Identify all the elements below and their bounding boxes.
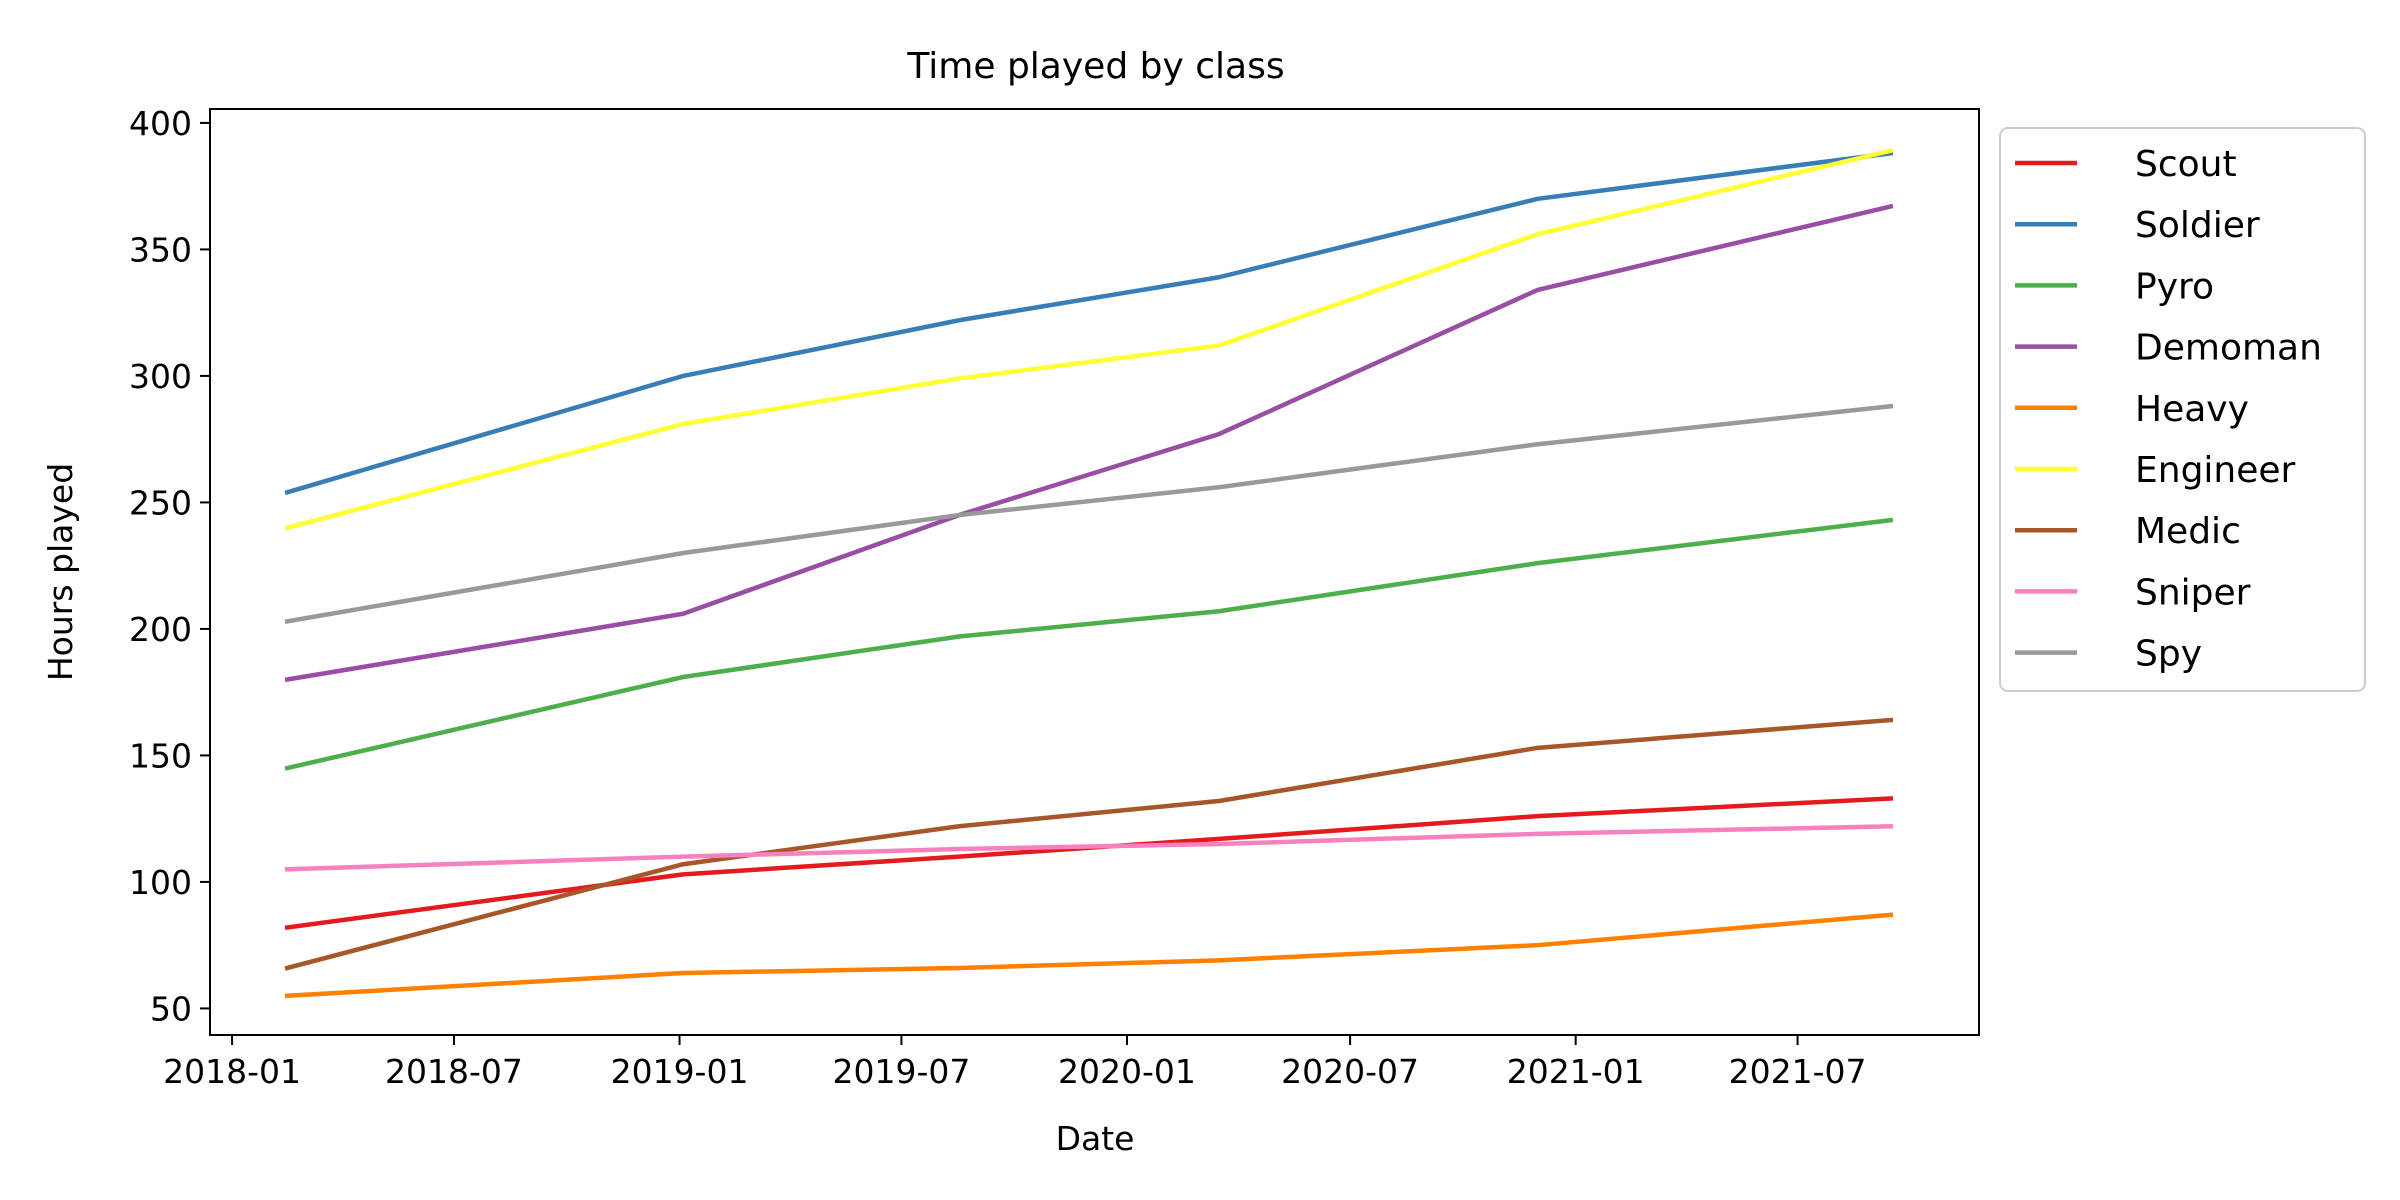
x-tick-label: 2018-01 <box>163 1052 301 1091</box>
legend-label: Pyro <box>2135 266 2214 307</box>
x-axis: 2018-01 2018-07 2019-01 2019-07 2020-01 2020-… <box>163 1035 1867 1091</box>
x-tick-label: 2019-07 <box>832 1052 970 1091</box>
x-axis-label: Date <box>1056 1119 1135 1158</box>
y-tick-label: 400 <box>129 104 192 143</box>
legend-label: Medic <box>2135 511 2241 552</box>
series-line-demoman <box>284 203 1894 683</box>
legend-item-spy: Spy <box>2015 634 2202 675</box>
series-line-pyro <box>284 517 1894 771</box>
legend-label: Spy <box>2135 634 2202 675</box>
legend-item-pyro: Pyro <box>2015 266 2214 307</box>
legend-box <box>1999 127 2366 692</box>
legend-item-demoman: Demoman <box>2015 328 2322 369</box>
series-line-sniper <box>284 823 1894 872</box>
y-tick-label: 250 <box>129 483 192 522</box>
y-tick-label: 200 <box>129 610 192 649</box>
legend-item-soldier: Soldier <box>2015 205 2260 246</box>
x-tick-label: 2021-01 <box>1507 1052 1645 1091</box>
x-tick-label: 2019-01 <box>611 1052 749 1091</box>
legend-items: Scout Soldier Pyro Demoman Heavy Engineer Medi… <box>2015 144 2322 675</box>
series-lines <box>284 148 1894 999</box>
plot-area-frame <box>209 108 1980 1036</box>
series-line-medic <box>284 717 1894 971</box>
y-tick-label: 100 <box>129 863 192 902</box>
legend-item-engineer: Engineer <box>2015 450 2296 491</box>
series-line-heavy <box>284 912 1894 999</box>
legend-label: Demoman <box>2135 328 2322 369</box>
chart-title: Time played by class <box>906 46 1284 87</box>
legend-label: Engineer <box>2135 450 2296 491</box>
x-tick-label: 2021-07 <box>1729 1052 1867 1091</box>
y-tick-label: 150 <box>129 736 192 775</box>
legend-item-sniper: Sniper <box>2015 572 2251 613</box>
y-tick-label: 50 <box>150 989 192 1028</box>
y-tick-label: 300 <box>129 357 192 396</box>
x-tick-label: 2018-07 <box>385 1052 523 1091</box>
legend-label: Heavy <box>2135 389 2249 430</box>
legend-label: Soldier <box>2135 205 2260 246</box>
legend-label: Scout <box>2135 144 2237 185</box>
y-tick-label: 350 <box>129 230 192 269</box>
y-axis-label: Hours played <box>41 463 80 681</box>
series-line-spy <box>284 403 1894 624</box>
y-axis: 50 100 150 200 250 300 350 400 <box>129 104 210 1028</box>
x-tick-label: 2020-01 <box>1058 1052 1196 1091</box>
x-tick-label: 2020-07 <box>1281 1052 1419 1091</box>
legend: Scout Soldier Pyro Demoman Heavy Engineer Medi… <box>1999 127 2366 692</box>
legend-item-medic: Medic <box>2015 511 2241 552</box>
legend-item-heavy: Heavy <box>2015 389 2249 430</box>
series-line-soldier <box>284 150 1894 496</box>
legend-item-scout: Scout <box>2015 144 2237 185</box>
series-line-engineer <box>284 148 1894 531</box>
legend-label: Sniper <box>2135 572 2251 613</box>
